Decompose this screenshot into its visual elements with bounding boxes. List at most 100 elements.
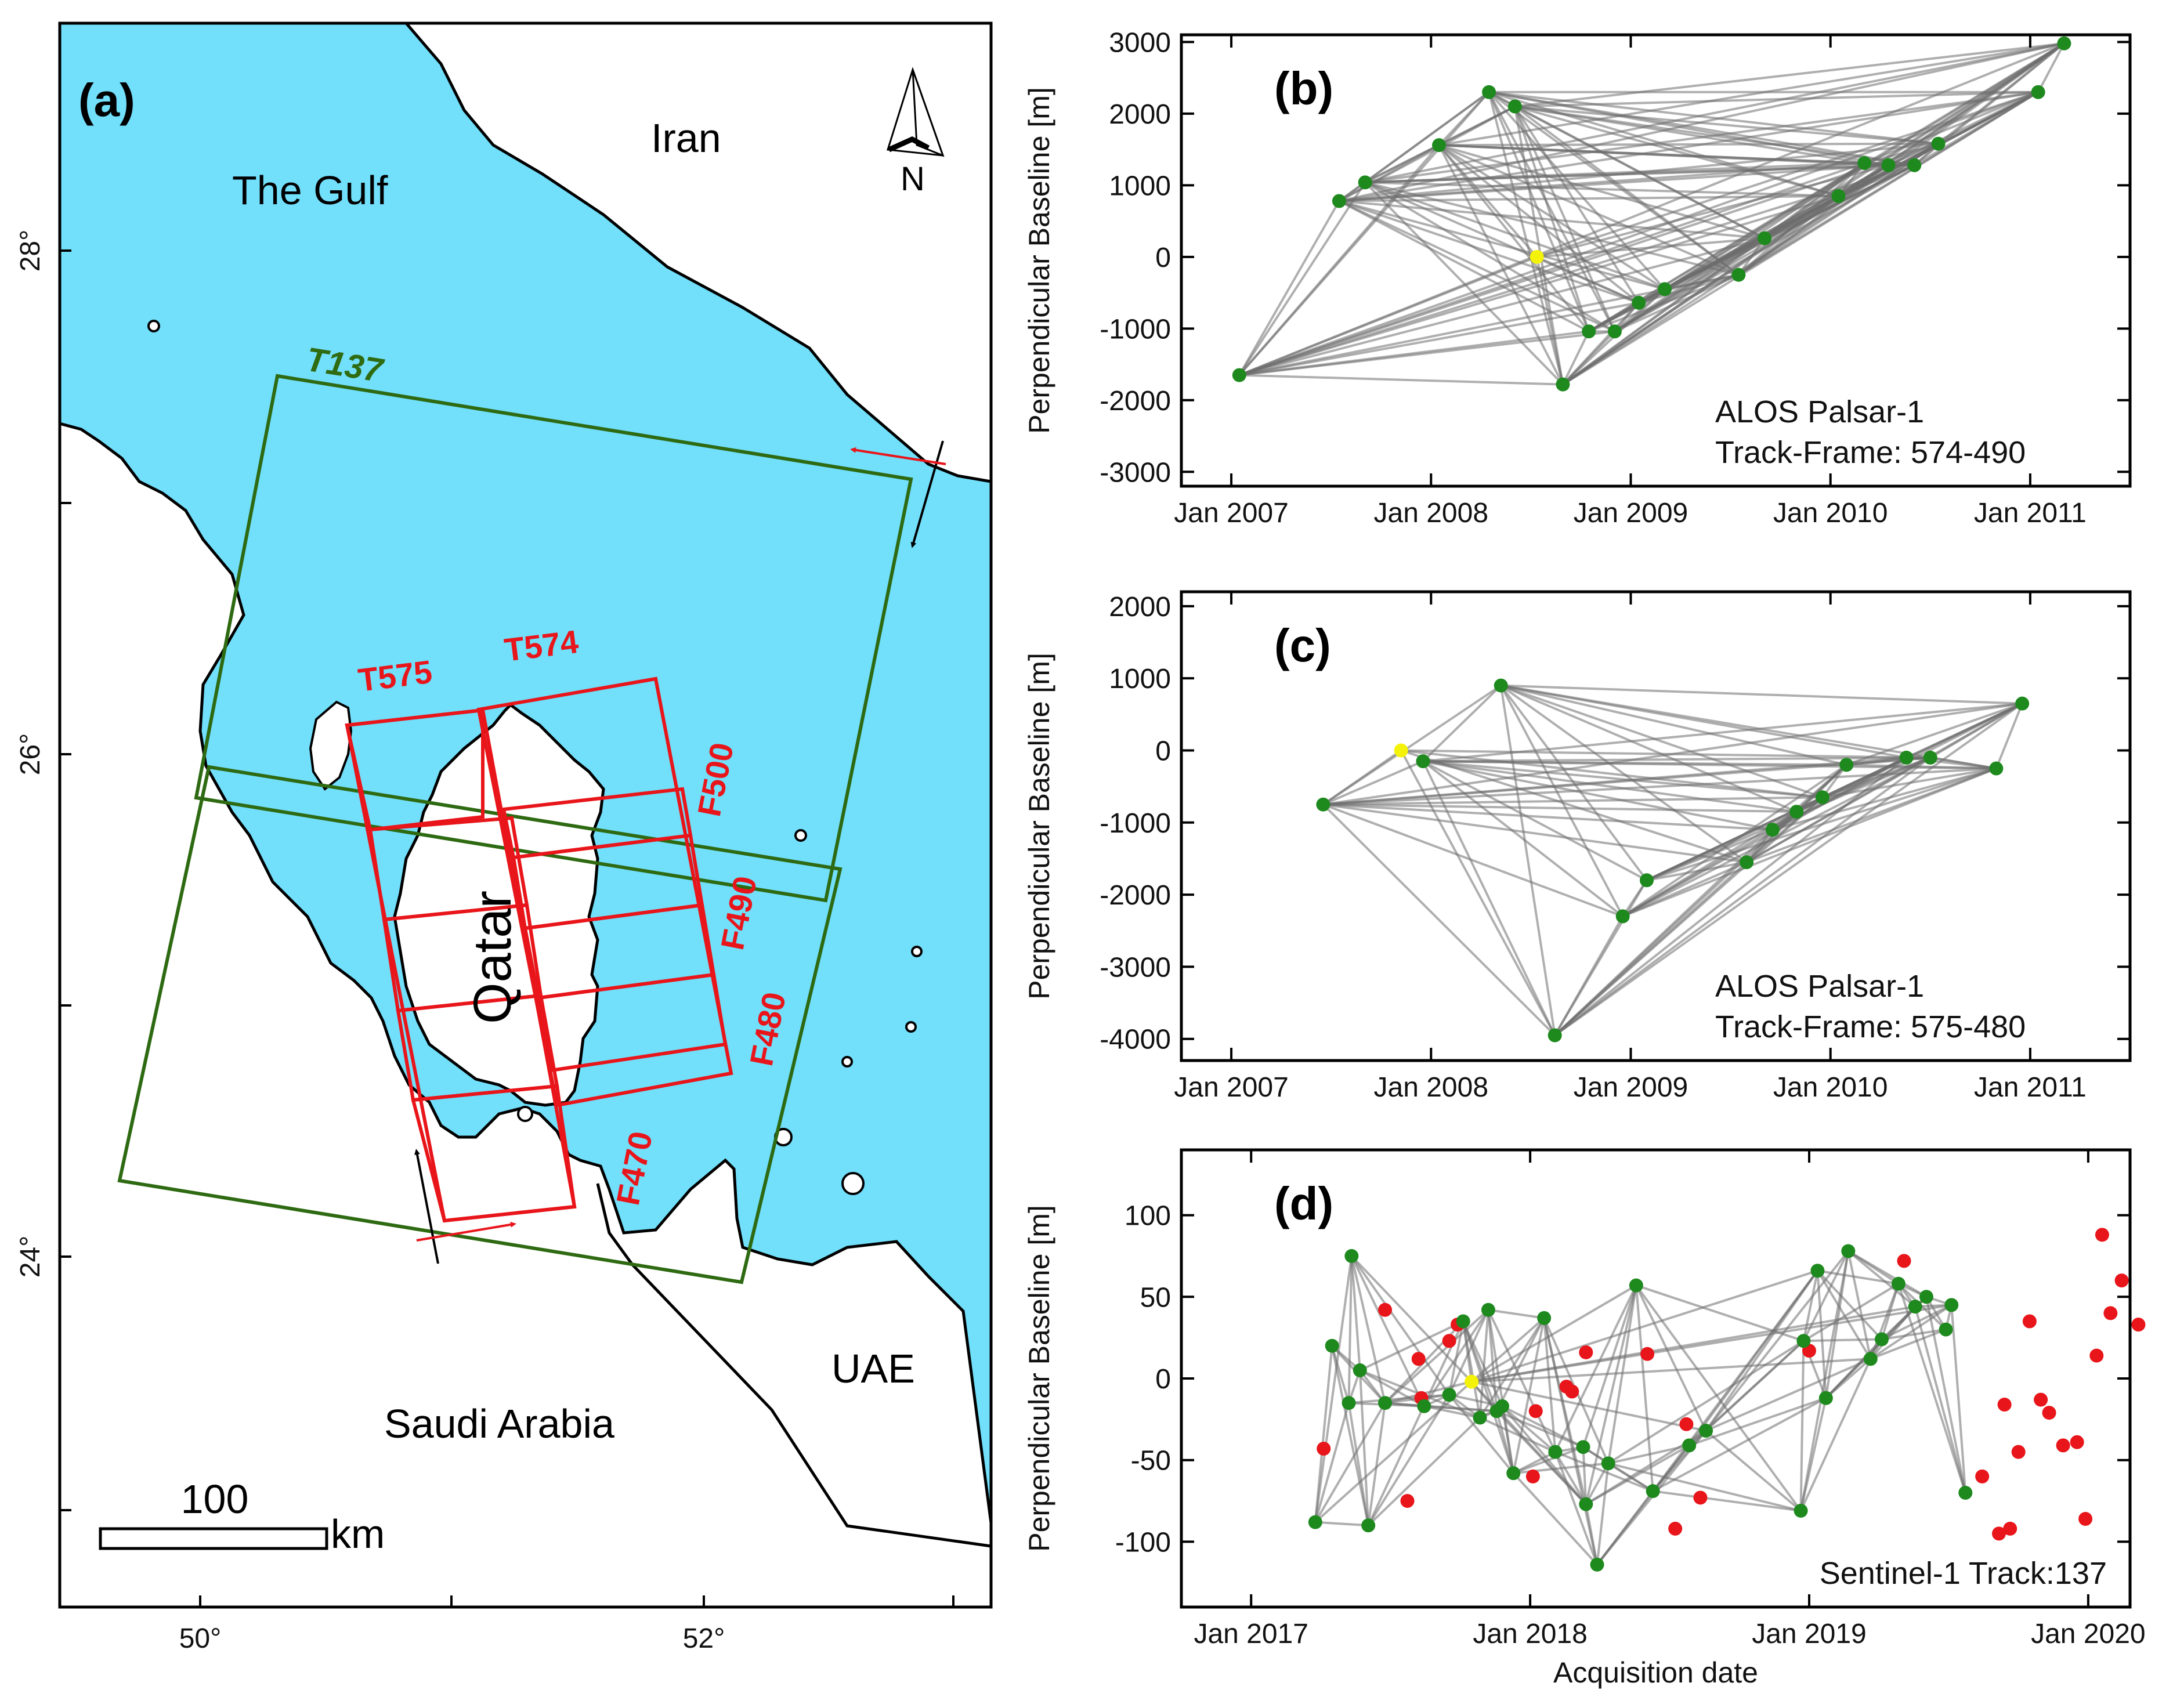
interferogram-pair-line	[1365, 181, 1739, 276]
interferogram-pair-line	[1536, 164, 1889, 258]
interferogram-pair-line	[1897, 1283, 1967, 1493]
acquisition-point	[1590, 1557, 1604, 1572]
interferogram-pair-line	[1323, 803, 1773, 831]
acquisition-point	[1353, 1363, 1367, 1377]
interferogram-pair-line	[1367, 1417, 1481, 1526]
map-frame	[58, 21, 993, 1609]
interferogram-pair-line	[1478, 1309, 1489, 1418]
y-tick-label: 0	[1155, 243, 1171, 273]
interferogram-pair-line	[1238, 91, 1490, 376]
acquisition-point	[1482, 85, 1496, 99]
reference-acquisition-point	[1465, 1374, 1479, 1389]
interferogram-pair-line	[1400, 750, 1556, 1036]
y-axis-label: Perpendicular Baseline [m]	[1023, 87, 1055, 434]
rejected-acquisition-point	[2070, 1435, 2084, 1449]
acquisition-point	[1857, 156, 1872, 171]
rejected-acquisition-point	[1997, 1398, 2012, 1412]
interferogram-pair-line	[1846, 763, 1997, 770]
rejected-acquisition-point	[2022, 1314, 2037, 1329]
island	[794, 829, 807, 842]
chart-annotation: Track-Frame: 575-480	[1715, 1009, 2026, 1044]
network-lines	[1238, 42, 2066, 386]
interferogram-pair-line	[1514, 106, 1640, 303]
chart-annotation: ALOS Palsar-1	[1715, 395, 1924, 429]
acquisition-point	[1931, 136, 1946, 151]
alos-frames	[345, 676, 733, 1223]
interferogram-pair-line	[1803, 1338, 1882, 1342]
interferogram-pair-line	[1925, 1296, 1967, 1493]
island	[147, 320, 160, 332]
y-tick-label: 50	[1140, 1282, 1171, 1313]
interferogram-pair-line	[1737, 237, 1766, 276]
interferogram-pair-line	[1622, 767, 1997, 918]
lat-tick-label: 28°	[15, 230, 46, 272]
interferogram-pair-line	[2037, 42, 2066, 93]
interferogram-pair-line	[1614, 288, 1666, 332]
acquisition-point	[1831, 189, 1846, 203]
acquisition-point	[1810, 1264, 1825, 1278]
panel-label: (b)	[1274, 63, 1333, 114]
interferogram-pair-line	[1635, 1284, 1802, 1512]
interferogram-pair-line	[1422, 761, 1556, 1036]
interferogram-pair-line	[1838, 164, 1915, 197]
x-tick-label: Jan 2010	[1773, 498, 1888, 529]
interferogram-pair-line	[1422, 760, 1624, 917]
interferogram-pair-line	[1816, 1270, 1872, 1360]
interferogram-pair-line	[1536, 256, 1640, 304]
acquisition-point	[1342, 1396, 1356, 1410]
y-tick-label: -1000	[1100, 314, 1171, 345]
acquisition-point	[1316, 797, 1330, 812]
interferogram-pair-line	[1470, 1317, 1545, 1383]
rejected-acquisition-point	[2056, 1438, 2070, 1453]
interferogram-pair-line	[1906, 702, 2023, 759]
interferogram-pair-line	[1635, 1284, 1707, 1431]
chart-annotation: ALOS Palsar-1	[1715, 969, 1924, 1004]
interferogram-pair-line	[1499, 685, 1556, 1036]
interferogram-pair-line	[1323, 803, 1797, 813]
interferogram-pair-line	[1322, 749, 1402, 806]
place-label-gulf: The Gulf	[232, 168, 388, 213]
baseline-chart-b: Jan 2007 Jan 2008 Jan 2009 Jan 2010 Jan 2011…	[1023, 27, 2132, 529]
chart-annotation: Track-Frame: 574-490	[1715, 435, 2026, 470]
interferogram-pair-line	[1315, 1521, 1369, 1527]
acquisition-point	[2015, 696, 2030, 711]
interferogram-pair-line	[1323, 803, 1747, 864]
interferogram-pair-line	[1401, 749, 1823, 799]
interferogram-pair-line	[1364, 181, 1615, 332]
interferogram-pair-line	[1929, 702, 2023, 759]
interferogram-pair-line	[1359, 1320, 1464, 1372]
x-tick-label: Jan 2011	[1974, 1072, 2087, 1103]
acquisition-point	[1495, 1399, 1510, 1413]
interferogram-pair-line	[1314, 1345, 1333, 1522]
interferogram-pair-line	[1365, 42, 2064, 184]
rejected-acquisition-point	[1378, 1302, 1393, 1317]
baseline-chart-d: Jan 2017 Jan 2018 Jan 2019 Jan 2020 100 50 0 -5…	[1023, 1148, 2146, 1689]
rejected-acquisition-point	[2034, 1392, 2048, 1407]
interferogram-pair-line	[1422, 760, 1647, 881]
rejected-acquisition-point	[1317, 1442, 1331, 1456]
interferogram-pair-line	[1314, 1402, 1350, 1523]
interferogram-pair-line	[1622, 880, 1648, 917]
interferogram-pair-line	[1364, 181, 1564, 386]
rejected-acquisition-point	[1579, 1345, 1593, 1359]
interferogram-pair-line	[1471, 1269, 1818, 1383]
interferogram-pair-line	[1646, 767, 1997, 882]
track-t137-frames	[117, 374, 913, 1284]
scale-value: 100	[181, 1477, 249, 1522]
interferogram-pair-line	[1422, 685, 1502, 762]
interferogram-pair-line	[1322, 804, 1556, 1036]
acquisition-point	[1740, 855, 1754, 870]
interferogram-pair-line	[1816, 1271, 1827, 1398]
interferogram-pair-line	[1535, 256, 1564, 385]
interferogram-pair-line	[1847, 1250, 1927, 1298]
interferogram-pair-line	[1350, 1255, 1361, 1371]
place-label-qatar: Qatar	[463, 891, 522, 1024]
acquisition-point	[1473, 1410, 1487, 1425]
interferogram-pair-line	[1536, 91, 2039, 258]
acquisition-point	[1818, 1391, 1833, 1405]
interferogram-pair-line	[1688, 1396, 1827, 1447]
interferogram-pair-line	[1339, 91, 2038, 202]
interferogram-pair-line	[1350, 1255, 1473, 1383]
interferogram-pair-line	[1914, 91, 2039, 167]
acquisition-point	[1640, 873, 1654, 888]
